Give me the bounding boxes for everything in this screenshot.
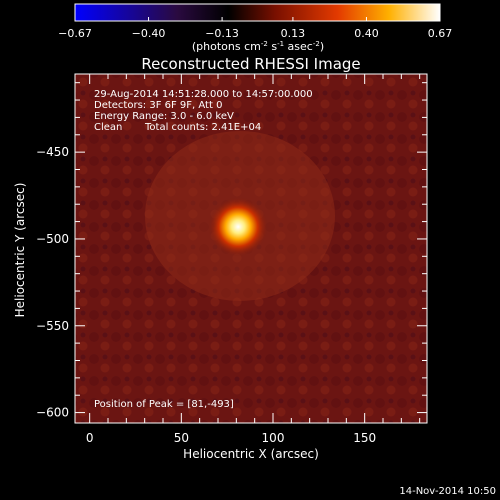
x-tick-label: 50 xyxy=(174,431,189,445)
colorbar-tick-label: 0.40 xyxy=(354,27,379,40)
annotation-peak: Position of Peak = [81,-493] xyxy=(94,399,234,410)
x-axis-label: Heliocentric X (arcsec) xyxy=(183,447,319,461)
annotation-detectors: Detectors: 3F 6F 9F, Att 0 xyxy=(94,100,222,111)
colorbar-tick-label: −0.67 xyxy=(58,27,92,40)
annotation-energy: Energy Range: 3.0 - 6.0 keV xyxy=(94,111,234,122)
annotation-method: Clean xyxy=(94,122,122,133)
colorbar-ticks: −0.67 −0.40 −0.13 0.13 0.40 0.67 xyxy=(58,17,452,40)
annotation-time-range: 29-Aug-2014 14:51:28.000 to 14:57:00.000 xyxy=(94,89,313,100)
x-tick-label: 0 xyxy=(86,431,94,445)
colorbar-tick-label: −0.40 xyxy=(132,27,166,40)
axis-ticks xyxy=(75,74,427,423)
x-tick-label: 100 xyxy=(262,431,285,445)
plot-frame xyxy=(74,73,428,424)
y-tick-label: −500 xyxy=(36,232,69,246)
y-tick-label: −600 xyxy=(36,406,69,420)
y-tick-labels: −450 −500 −550 −600 xyxy=(36,145,69,419)
x-tick-labels: 0 50 100 150 xyxy=(86,431,376,445)
colorbar-tick-label: 0.67 xyxy=(428,27,453,40)
colorbar-tick-label: −0.13 xyxy=(205,27,239,40)
x-tick-label: 150 xyxy=(353,431,376,445)
peak-source xyxy=(208,196,269,257)
y-tick-label: −450 xyxy=(36,145,69,159)
y-axis-label: Heliocentric Y (arcsec) xyxy=(13,183,27,318)
colorbar-tick-label: 0.13 xyxy=(281,27,306,40)
y-tick-label: −550 xyxy=(36,319,69,333)
chart-title: Reconstructed RHESSI Image xyxy=(141,55,360,73)
colorbar xyxy=(74,3,441,22)
colorbar-unit-label: (photons cm-2 s-1 asec-2) xyxy=(192,40,324,53)
footer-date: 14-Nov-2014 10:50 xyxy=(399,486,496,497)
annotation-counts: Total counts: 2.41E+04 xyxy=(144,122,261,133)
image-area xyxy=(75,74,427,423)
